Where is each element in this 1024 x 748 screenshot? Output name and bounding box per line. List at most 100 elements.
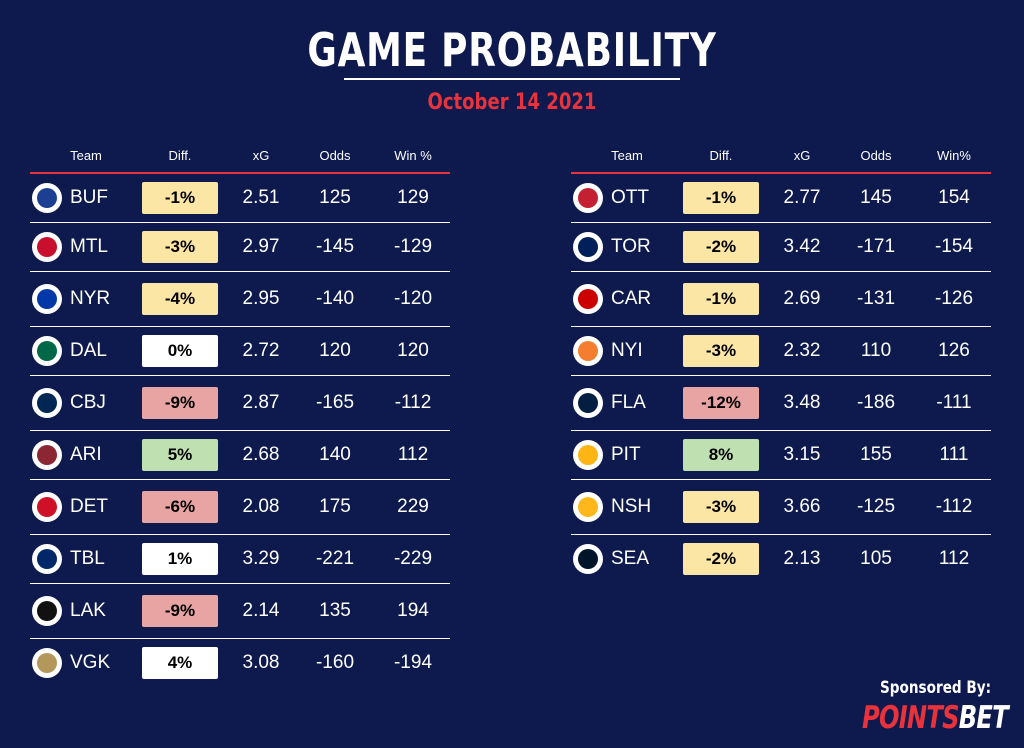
xg-value: 2.68 — [242, 444, 280, 465]
team-abbr: FLA — [611, 392, 646, 413]
odds-value: -140 — [315, 288, 355, 309]
table-row: DAL 0% 2.72 120 120 — [30, 327, 450, 376]
table-row: CBJ -9% 2.87 -165 -112 — [30, 376, 450, 431]
team-logo-icon — [32, 544, 62, 574]
win-value: 112 — [397, 444, 429, 465]
odds-value: -125 — [856, 496, 896, 517]
win-value: -112 — [394, 392, 432, 413]
team-logo-icon — [32, 492, 62, 522]
xg-value: 3.42 — [783, 236, 821, 257]
xg-value: 2.51 — [242, 187, 280, 208]
sponsor-label: Sponsored By: — [880, 678, 992, 698]
diff-badge: 1% — [142, 543, 218, 575]
team-logo-icon — [32, 336, 62, 366]
odds-value: 105 — [860, 548, 892, 569]
diff-badge: -1% — [683, 182, 759, 214]
table-row: DET -6% 2.08 175 229 — [30, 480, 450, 535]
header-diff: Diff. — [709, 148, 733, 163]
team-abbr: CAR — [611, 288, 652, 309]
win-value: 120 — [397, 340, 429, 361]
xg-value: 3.15 — [783, 444, 821, 465]
team-abbr: ARI — [70, 444, 102, 465]
win-value: 126 — [938, 340, 970, 361]
xg-value: 2.69 — [783, 288, 821, 309]
diff-badge: -2% — [683, 543, 759, 575]
xg-value: 2.95 — [242, 288, 280, 309]
team-logo-icon — [32, 388, 62, 418]
team-abbr: TOR — [611, 236, 651, 257]
header-diff: Diff. — [168, 148, 192, 163]
xg-value: 3.48 — [783, 392, 821, 413]
header-odds: Odds — [319, 148, 351, 163]
table-row: CAR -1% 2.69 -131 -126 — [571, 272, 991, 327]
xg-value: 2.32 — [783, 340, 821, 361]
table-row: FLA -12% 3.48 -186 -111 — [571, 376, 991, 431]
left-table-header: Team Diff. xG Odds Win % — [30, 140, 450, 174]
team-abbr: LAK — [70, 600, 106, 621]
xg-value: 3.08 — [242, 652, 280, 673]
table-row: SEA -2% 2.13 105 112 — [571, 535, 991, 583]
diff-badge: -2% — [683, 231, 759, 263]
odds-value: -145 — [315, 236, 355, 257]
diff-badge: -3% — [142, 231, 218, 263]
date-subtitle: October 14 2021 — [427, 90, 597, 115]
win-value: -229 — [393, 548, 433, 569]
team-abbr: BUF — [70, 187, 108, 208]
xg-value: 3.66 — [783, 496, 821, 517]
odds-value: 145 — [860, 187, 892, 208]
win-value: -120 — [393, 288, 433, 309]
xg-value: 3.29 — [242, 548, 280, 569]
win-value: 111 — [939, 444, 969, 465]
table-row: NYI -3% 2.32 110 126 — [571, 327, 991, 376]
odds-value: 125 — [319, 187, 351, 208]
diff-badge: 5% — [142, 439, 218, 471]
team-abbr: TBL — [70, 548, 105, 569]
odds-value: 120 — [319, 340, 351, 361]
xg-value: 2.08 — [242, 496, 280, 517]
header-team: Team — [70, 148, 102, 163]
win-value: -111 — [936, 392, 972, 413]
xg-value: 2.87 — [242, 392, 280, 413]
team-logo-icon — [573, 183, 603, 213]
team-logo-icon — [573, 544, 603, 574]
odds-value: -165 — [315, 392, 355, 413]
win-value: -126 — [934, 288, 974, 309]
table-row: VGK 4% 3.08 -160 -194 — [30, 639, 450, 687]
win-value: 194 — [397, 600, 429, 621]
team-abbr: PIT — [611, 444, 641, 465]
header-team: Team — [611, 148, 643, 163]
xg-value: 2.77 — [783, 187, 821, 208]
odds-value: -171 — [856, 236, 896, 257]
team-logo-icon — [573, 492, 603, 522]
odds-value: -131 — [856, 288, 896, 309]
win-value: 229 — [397, 496, 429, 517]
odds-value: -221 — [315, 548, 355, 569]
team-abbr: NSH — [611, 496, 652, 517]
diff-badge: -3% — [683, 491, 759, 523]
team-logo-icon — [32, 232, 62, 262]
table-row: OTT -1% 2.77 145 154 — [571, 174, 991, 223]
odds-value: 140 — [319, 444, 351, 465]
odds-value: 155 — [860, 444, 892, 465]
diff-badge: -6% — [142, 491, 218, 523]
header-xg: xG — [793, 148, 811, 163]
win-value: -194 — [393, 652, 433, 673]
team-logo-icon — [573, 232, 603, 262]
diff-badge: 4% — [142, 647, 218, 679]
brand-part1: POINTS — [862, 700, 960, 736]
team-logo-icon — [573, 284, 603, 314]
team-abbr: MTL — [70, 236, 108, 257]
table-row: TOR -2% 3.42 -171 -154 — [571, 223, 991, 272]
odds-value: -160 — [315, 652, 355, 673]
team-logo-icon — [573, 440, 603, 470]
brand-part2: BET — [958, 700, 1009, 736]
sponsor-logo: POINTSBET — [862, 700, 1009, 736]
diff-badge: -9% — [142, 595, 218, 627]
win-value: -112 — [935, 496, 973, 517]
team-abbr: CBJ — [70, 392, 106, 413]
table-row: PIT 8% 3.15 155 111 — [571, 431, 991, 480]
diff-badge: -3% — [683, 335, 759, 367]
odds-value: 135 — [319, 600, 351, 621]
team-logo-icon — [573, 388, 603, 418]
odds-value: 175 — [319, 496, 351, 517]
